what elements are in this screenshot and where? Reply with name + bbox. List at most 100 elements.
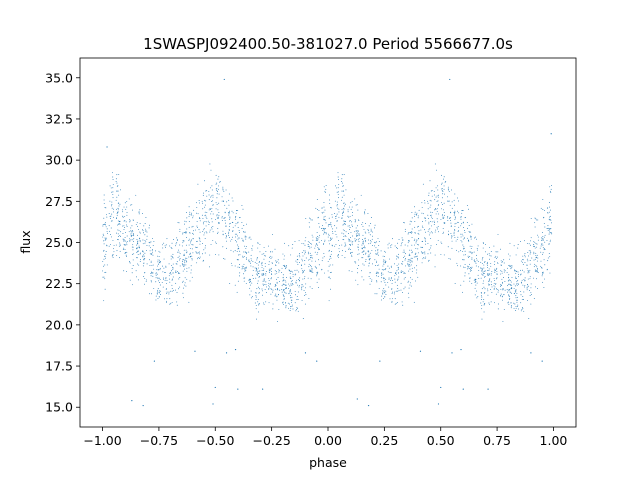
data-point	[216, 215, 218, 217]
data-point	[548, 211, 550, 213]
data-point	[250, 278, 251, 280]
data-point	[113, 248, 114, 250]
data-point	[548, 216, 550, 218]
data-point	[201, 214, 203, 216]
data-point	[534, 222, 536, 224]
data-point	[165, 265, 167, 267]
data-point	[176, 263, 178, 265]
data-point	[205, 214, 207, 216]
data-point	[291, 247, 293, 249]
data-point	[137, 254, 139, 255]
data-point	[467, 239, 469, 241]
data-point	[276, 260, 278, 262]
data-point	[491, 271, 493, 273]
data-point	[226, 201, 228, 203]
data-point	[274, 270, 276, 272]
data-point	[404, 244, 406, 246]
data-point	[261, 253, 263, 255]
data-point	[411, 217, 413, 219]
data-point	[496, 277, 498, 279]
y-tick-label: 27.5	[45, 194, 73, 209]
data-point	[398, 289, 400, 291]
data-point	[142, 243, 144, 245]
data-point	[119, 243, 121, 245]
data-point	[494, 279, 496, 281]
data-point	[185, 249, 187, 251]
data-point	[526, 284, 528, 286]
data-point	[258, 292, 260, 294]
data-point	[331, 244, 333, 246]
data-point	[328, 217, 330, 219]
data-point	[357, 246, 359, 248]
data-point	[158, 290, 160, 292]
data-point	[429, 232, 431, 234]
data-point	[500, 286, 502, 287]
data-point	[350, 240, 352, 242]
data-point	[106, 244, 108, 246]
data-point	[349, 243, 351, 245]
data-point	[229, 223, 231, 225]
data-point	[133, 235, 135, 237]
data-point	[288, 303, 290, 305]
data-point	[454, 283, 456, 285]
data-point	[471, 283, 473, 284]
data-point	[190, 265, 192, 267]
data-point	[356, 204, 358, 206]
data-point	[155, 274, 157, 276]
data-point	[125, 232, 126, 233]
data-point	[302, 278, 304, 280]
data-point	[369, 242, 371, 244]
data-point	[338, 197, 339, 199]
data-point	[362, 241, 364, 242]
data-point	[102, 224, 104, 225]
data-point	[362, 222, 364, 224]
data-point	[132, 244, 134, 246]
data-point	[470, 268, 472, 270]
data-point	[317, 271, 319, 273]
data-point	[549, 241, 551, 243]
data-point	[105, 253, 107, 255]
data-point	[514, 291, 516, 293]
data-point	[355, 220, 357, 222]
data-point	[168, 278, 170, 280]
data-point	[335, 217, 337, 219]
data-point	[331, 214, 333, 216]
data-point	[298, 240, 300, 242]
data-point	[292, 271, 294, 273]
data-point	[162, 244, 163, 246]
data-point	[361, 257, 363, 259]
data-point	[421, 206, 423, 208]
data-point	[336, 220, 338, 222]
data-point	[396, 273, 397, 275]
data-point	[203, 192, 204, 194]
data-point	[115, 218, 117, 220]
data-point	[172, 278, 174, 280]
data-point	[430, 204, 432, 206]
data-point	[130, 233, 132, 235]
data-point	[422, 227, 424, 229]
data-point	[165, 266, 167, 268]
data-point	[113, 211, 114, 213]
data-point	[351, 251, 353, 253]
data-point	[517, 304, 519, 306]
data-point	[284, 268, 286, 270]
data-point	[184, 232, 186, 233]
data-point	[368, 251, 370, 253]
data-point	[357, 209, 359, 211]
data-point	[314, 247, 316, 249]
data-point	[434, 254, 436, 256]
data-point	[442, 178, 444, 180]
data-point	[123, 243, 125, 245]
data-point	[291, 301, 292, 303]
data-point	[129, 220, 131, 222]
data-point	[368, 259, 370, 261]
data-point	[228, 199, 230, 201]
data-point	[328, 276, 330, 278]
data-point	[523, 299, 524, 300]
data-point	[528, 250, 530, 252]
data-point	[191, 244, 193, 245]
data-point	[259, 251, 261, 253]
data-point	[375, 253, 377, 255]
data-point	[509, 289, 511, 291]
data-point	[467, 255, 469, 257]
